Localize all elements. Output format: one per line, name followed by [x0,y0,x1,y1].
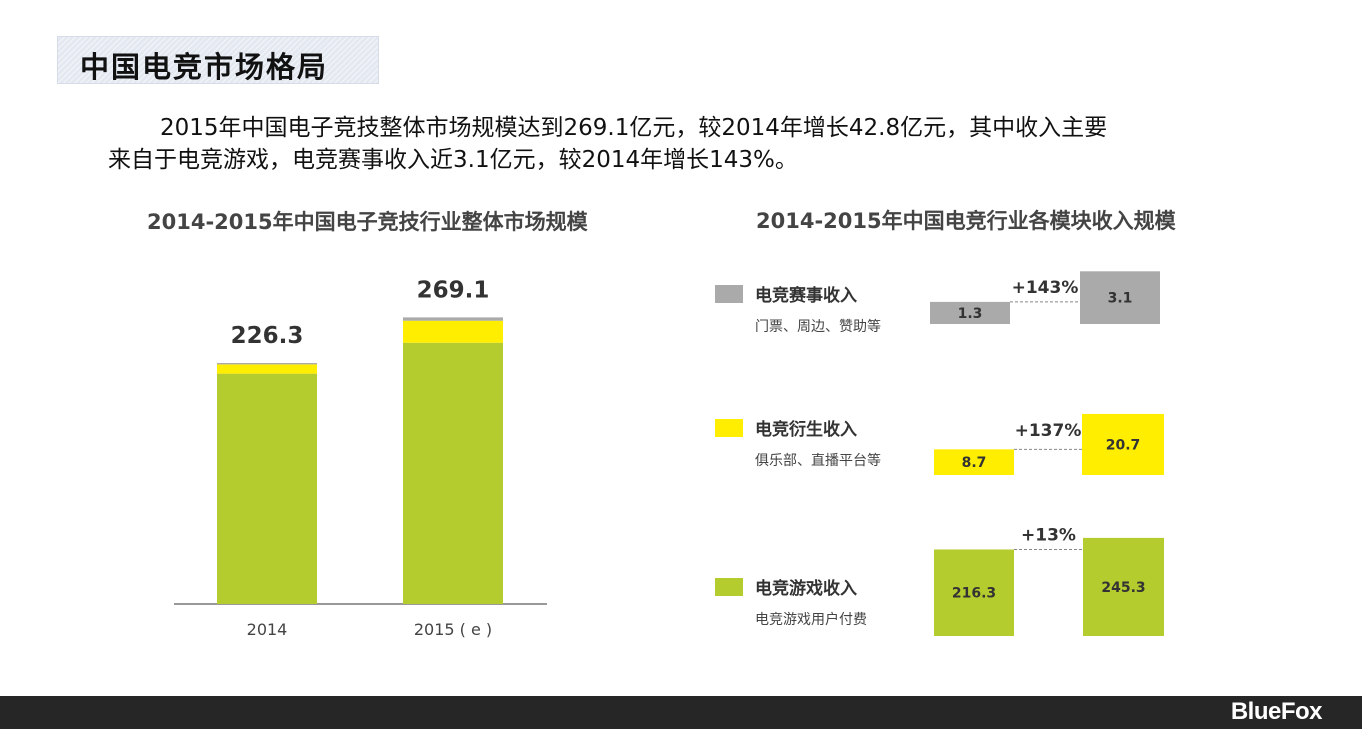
legend-label-derivative: 电竞衍生收入 [755,419,857,440]
bar-derivative-2014 [934,449,1014,475]
bar-segment-game-1 [217,373,317,604]
data-label-game-2015: 245.3 [1101,580,1145,596]
legend-desc-game: 电竞游戏用户付费 [755,611,867,628]
growth-label-game: +13% [1021,525,1076,545]
x-tick-label-2: 2015 ( e ) [414,620,492,639]
data-label-derivative-2015: 20.7 [1106,437,1141,453]
page-title: 中国电竞市场格局 [80,50,329,84]
bar-segment-derivative-2 [403,320,503,343]
bar-total-label-1: 226.3 [231,323,304,349]
bar-game-2015 [1083,537,1164,636]
intro-line-1: 2015年中国电子竞技整体市场规模达到269.1亿元，较2014年增长42.8亿… [160,115,1108,141]
x-tick-label-1: 2014 [247,620,288,639]
bar-segment-derivative-1 [217,364,317,374]
bar-segment-event-1 [217,362,317,365]
title-banner: 中国电竞市场格局 [57,36,379,84]
right-chart-title: 2014-2015年中国电竞行业各模块收入规模 [756,209,1176,233]
data-label-event-2014: 1.3 [958,306,983,322]
bar-segment-event-2 [403,317,503,321]
bar-game-2014 [934,549,1014,636]
bar-total-label-2: 269.1 [417,277,490,303]
bar-segment-game-2 [403,342,503,604]
legend-desc-derivative: 俱乐部、直播平台等 [755,452,881,469]
legend-label-event: 电竞赛事收入 [755,285,857,306]
bluefox-logo: BlueFox [1230,698,1323,725]
data-label-game-2014: 216.3 [952,586,996,602]
legend-label-game: 电竞游戏收入 [755,578,857,599]
bar-derivative-2015 [1082,413,1164,475]
data-label-derivative-2014: 8.7 [962,455,987,471]
legend-swatch-event [715,285,743,303]
intro-text: 2015年中国电子竞技整体市场规模达到269.1亿元，较2014年增长42.8亿… [108,112,1238,176]
intro-line-2: 来自于电竞游戏，电竞赛事收入近3.1亿元，较2014年增长143%。 [108,147,798,173]
left-chart-title: 2014-2015年中国电子竞技行业整体市场规模 [147,210,588,234]
legend-swatch-derivative [715,419,743,437]
legend-desc-event: 门票、周边、赞助等 [755,318,881,335]
footer-bar: BlueFox [0,696,1362,729]
legend-swatch-game [715,578,743,596]
bar-event-2014 [930,301,1010,324]
growth-label-derivative: +137% [1015,421,1082,441]
growth-label-event: +143% [1012,278,1079,298]
data-label-event-2015: 3.1 [1108,291,1133,307]
bar-event-2015 [1080,271,1160,324]
